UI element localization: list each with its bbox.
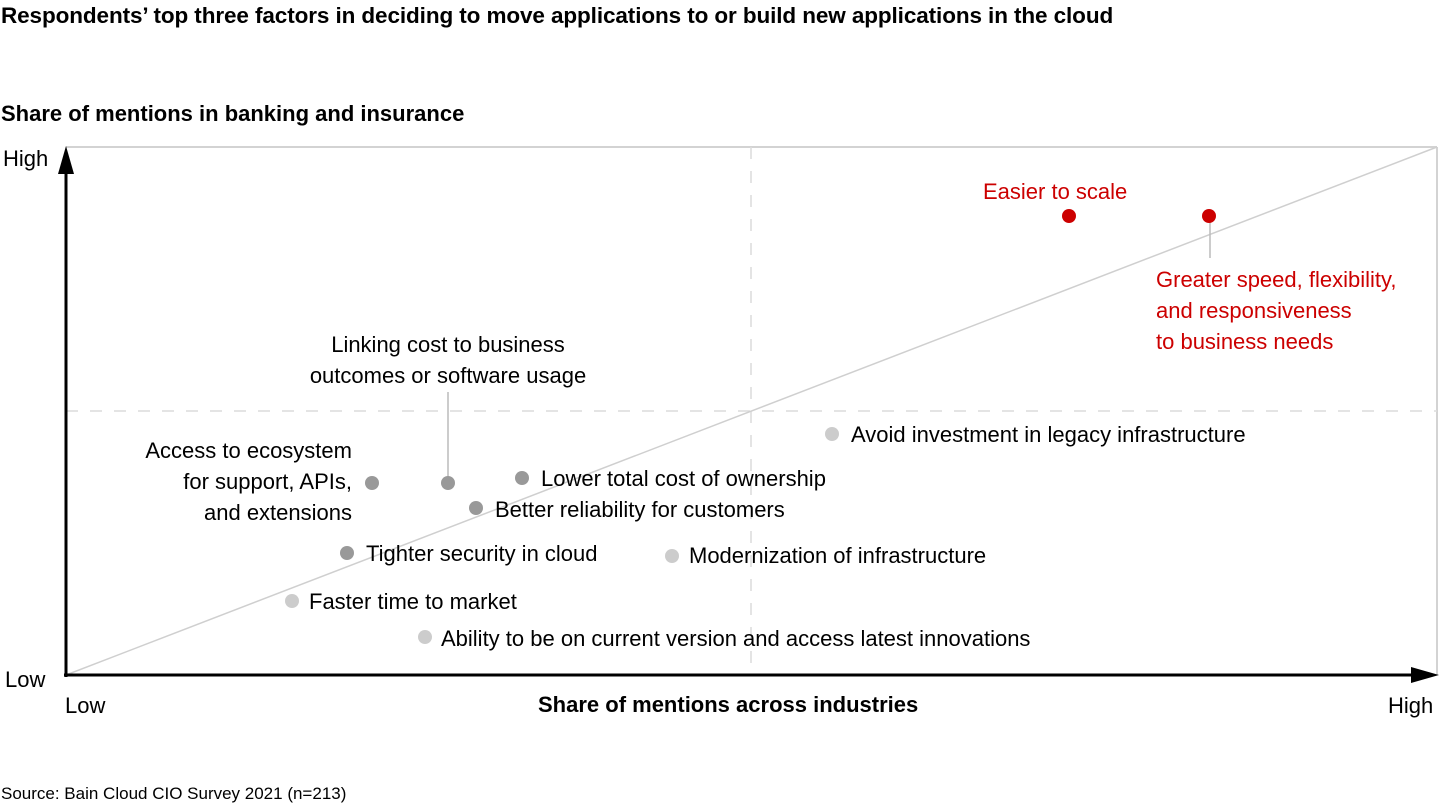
y-axis-title: Share of mentions in banking and insuran…	[1, 101, 465, 126]
point-access-ecosystem	[365, 476, 379, 490]
point-tighter-security	[340, 546, 354, 560]
point-linking-cost	[441, 476, 455, 490]
label-line: outcomes or software usage	[309, 363, 587, 388]
point-ability-current	[418, 630, 432, 644]
label-line: and extensions	[204, 500, 352, 525]
label-line: for support, APIs,	[183, 469, 352, 494]
point-faster-time	[285, 594, 299, 608]
point-better-reliability	[469, 501, 483, 515]
parity-diagonal	[65, 146, 1438, 676]
label-access-ecosystem: Access to ecosystem for support, APIs, a…	[102, 435, 352, 528]
label-line: and responsiveness	[1156, 298, 1352, 323]
x-axis-arrowhead-icon	[1411, 667, 1439, 683]
label-tighter-security: Tighter security in cloud	[366, 541, 598, 566]
label-line: Greater speed, flexibility,	[1156, 267, 1397, 292]
chart-title: Respondents’ top three factors in decidi…	[1, 3, 1114, 28]
label-line: Linking cost to business	[331, 332, 565, 357]
label-better-reliability: Better reliability for customers	[495, 497, 785, 522]
point-greater-speed	[1202, 209, 1216, 223]
y-axis-arrowhead-icon	[58, 146, 74, 174]
source-note: Source: Bain Cloud CIO Survey 2021 (n=21…	[1, 784, 347, 803]
point-modernization	[665, 549, 679, 563]
x-axis-high-label: High	[1388, 693, 1434, 718]
x-axis-title: Share of mentions across industries	[538, 692, 919, 717]
label-easier-to-scale: Easier to scale	[983, 179, 1128, 204]
y-axis-low-label: Low	[5, 667, 46, 692]
label-line: Access to ecosystem	[145, 438, 352, 463]
label-avoid-investment: Avoid investment in legacy infrastructur…	[851, 422, 1246, 447]
label-ability-current: Ability to be on current version and acc…	[441, 626, 1031, 651]
label-modernization: Modernization of infrastructure	[689, 543, 987, 568]
x-axis-low-label: Low	[65, 693, 106, 718]
label-linking-cost: Linking cost to business outcomes or sof…	[287, 329, 609, 391]
point-avoid-investment	[825, 427, 839, 441]
point-lower-tco	[515, 471, 529, 485]
label-faster-time: Faster time to market	[309, 589, 517, 614]
point-easier-to-scale	[1062, 209, 1076, 223]
label-lower-tco: Lower total cost of ownership	[541, 466, 826, 491]
label-line: to business needs	[1156, 329, 1334, 354]
y-axis-high-label: High	[3, 146, 49, 171]
label-greater-speed: Greater speed, flexibility, and responsi…	[1156, 264, 1396, 357]
